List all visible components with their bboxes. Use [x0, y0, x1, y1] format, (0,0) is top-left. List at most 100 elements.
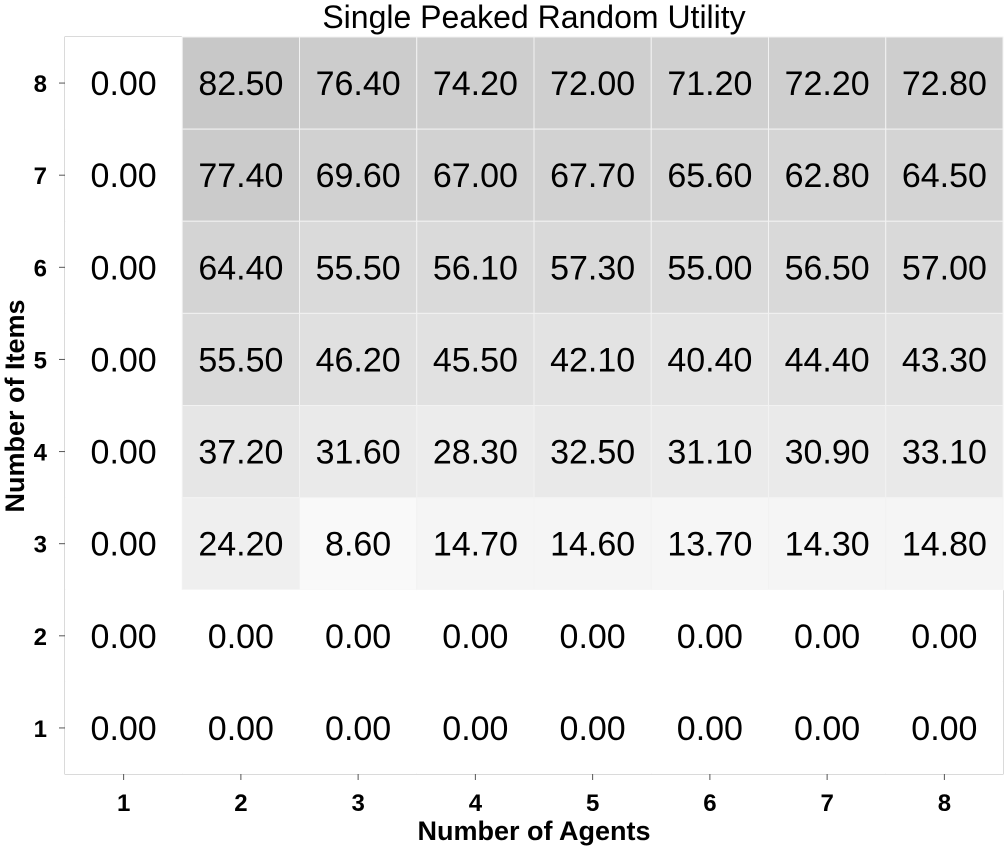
- heatmap-cell: [768, 220, 887, 314]
- heatmap-cell-label: 0.00: [911, 710, 977, 748]
- heatmap-cell: [416, 312, 535, 407]
- heatmap-cell-label: 0.00: [208, 710, 274, 748]
- heatmap-cell-label: 45.50: [433, 341, 518, 379]
- heatmap-cell-label: 32.50: [550, 434, 635, 472]
- y-axis: 8 7 6 5 4 3 2 1: [34, 71, 65, 743]
- heatmap-cell: [181, 497, 300, 591]
- heatmap-cell: [534, 589, 652, 682]
- heatmap-cell: [182, 589, 300, 682]
- heatmap-cell-label: 64.50: [902, 157, 987, 195]
- y-tick-label: 3: [34, 532, 47, 559]
- y-tick-label: 8: [34, 71, 47, 98]
- heatmap-cell: [650, 128, 769, 222]
- heatmap-cell: [768, 589, 886, 682]
- heatmap-cell: [299, 312, 418, 407]
- heatmap-cell: [65, 37, 183, 130]
- heatmap-cell: [299, 589, 417, 682]
- heatmap-cell-label: 14.70: [433, 526, 518, 564]
- heatmap-cell: [182, 681, 300, 775]
- x-tick-label: 6: [703, 790, 716, 817]
- heatmap-cell-labels: 0.00 82.50 76.40 74.20 72.00 71.20 72.20 72.80 0…: [91, 65, 987, 748]
- heatmap-cell: [885, 589, 1003, 682]
- heatmap-cell-label: 0.00: [911, 618, 977, 656]
- heatmap-cell: [416, 589, 534, 682]
- x-tick-label: 5: [586, 790, 599, 817]
- heatmap-cell-label: 43.30: [902, 341, 987, 379]
- heatmap-cell: [299, 36, 418, 130]
- heatmap-cell-label: 8.60: [325, 526, 391, 564]
- heatmap-cell-label: 0.00: [442, 618, 508, 656]
- heatmap-cell: [885, 220, 1004, 314]
- x-tick-label: 4: [469, 790, 483, 817]
- heatmap-cell: [299, 405, 418, 499]
- heatmap-cell-label: 82.50: [198, 65, 283, 103]
- chart-title: Single Peaked Random Utility: [322, 0, 745, 35]
- heatmap-cell-label: 76.40: [316, 65, 401, 103]
- heatmap-cell: [768, 312, 887, 407]
- heatmap-cell-label: 33.10: [902, 434, 987, 472]
- heatmap-cell: [416, 36, 535, 130]
- y-tick-label: 5: [34, 347, 47, 374]
- heatmap-cell-label: 0.00: [560, 618, 626, 656]
- heatmap-cell: [65, 221, 183, 314]
- heatmap-cell: [181, 405, 300, 499]
- heatmap-cell-label: 42.10: [550, 341, 635, 379]
- heatmap-cell-label: 0.00: [677, 618, 743, 656]
- heatmap-cell: [65, 497, 183, 590]
- heatmap-cell-label: 0.00: [208, 618, 274, 656]
- heatmap-cell: [299, 681, 417, 775]
- heatmap-cell-label: 46.20: [316, 341, 401, 379]
- heatmap-cell-label: 69.60: [316, 157, 401, 195]
- heatmap-cell: [65, 405, 183, 498]
- heatmap-cell: [299, 497, 418, 591]
- heatmap-cell-label: 0.00: [91, 157, 157, 195]
- heatmap-cell-label: 24.20: [198, 526, 283, 564]
- heatmap-cell-label: 0.00: [325, 618, 391, 656]
- heatmap-cell-label: 67.70: [550, 157, 635, 195]
- y-tick-label: 4: [34, 440, 48, 467]
- heatmap-cell: [768, 405, 887, 499]
- y-axis-title: Number of Items: [0, 299, 30, 512]
- heatmap-cell-label: 57.00: [902, 249, 987, 287]
- heatmap-cell: [650, 36, 769, 130]
- x-tick-label: 3: [351, 790, 364, 817]
- heatmap-cell-label: 72.20: [785, 65, 870, 103]
- heatmap-cell: [885, 497, 1004, 591]
- heatmap-cell-label: 71.20: [667, 65, 752, 103]
- heatmap-cell-label: 77.40: [198, 157, 283, 195]
- heatmap-cell-label: 40.40: [667, 341, 752, 379]
- heatmap-cell: [416, 497, 535, 591]
- heatmap-cell: [181, 36, 300, 130]
- heatmap-cell: [533, 128, 652, 222]
- heatmap-cell-label: 72.00: [550, 65, 635, 103]
- heatmap-cell: [768, 497, 887, 591]
- heatmap-cell: [416, 681, 534, 775]
- heatmap-cell: [885, 681, 1003, 775]
- heatmap-cell: [299, 220, 418, 314]
- heatmap-cell-label: 0.00: [560, 710, 626, 748]
- heatmap-cell-label: 57.30: [550, 249, 635, 287]
- heatmap-cell: [533, 36, 652, 130]
- heatmap-cell-label: 14.60: [550, 526, 635, 564]
- x-tick-label: 8: [938, 790, 951, 817]
- heatmap-cell-label: 0.00: [91, 618, 157, 656]
- heatmap-cell-label: 65.60: [667, 157, 752, 195]
- heatmap-cell: [65, 681, 183, 775]
- heatmap-cell-label: 14.30: [785, 526, 870, 564]
- heatmap-cell-label: 0.00: [91, 341, 157, 379]
- y-tick-label: 2: [34, 624, 47, 651]
- heatmap-cell-label: 0.00: [91, 249, 157, 287]
- heatmap-cell-label: 0.00: [677, 710, 743, 748]
- heatmap-cell-label: 72.80: [902, 65, 987, 103]
- heatmap-cell: [65, 589, 183, 682]
- heatmap-cell: [651, 681, 769, 775]
- heatmap-cell-label: 31.10: [667, 434, 752, 472]
- heatmap-cell-label: 31.60: [316, 434, 401, 472]
- heatmap-cell-label: 55.00: [667, 249, 752, 287]
- heatmap-cell: [533, 312, 652, 407]
- heatmap-cell: [768, 681, 886, 775]
- heatmap-cell-label: 28.30: [433, 434, 518, 472]
- heatmap-cell-label: 0.00: [91, 526, 157, 564]
- heatmap-cell: [768, 128, 887, 222]
